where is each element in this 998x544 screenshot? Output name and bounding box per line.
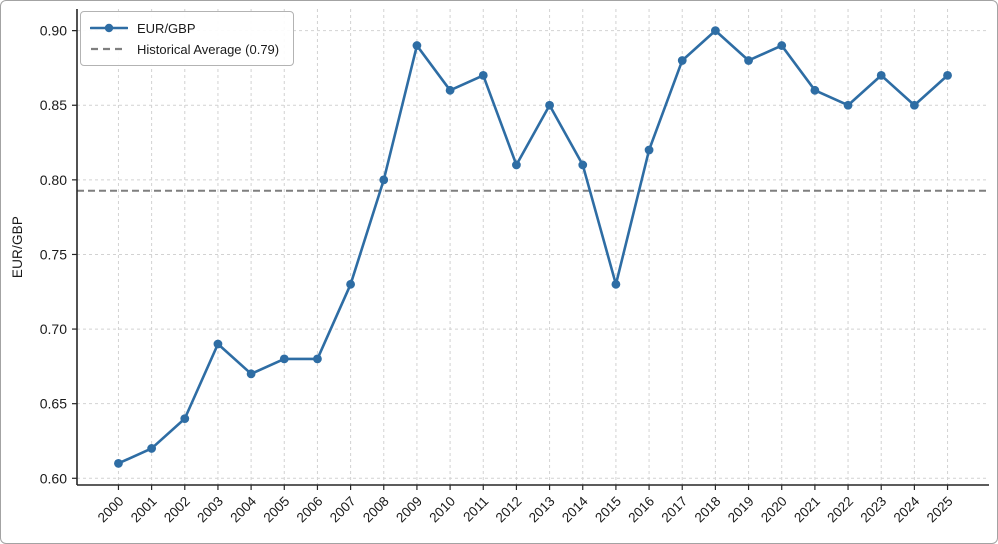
data-point-2010 xyxy=(445,85,455,95)
legend-item-series: EUR/GBP xyxy=(90,19,279,37)
data-point-2006 xyxy=(313,354,322,364)
data-point-2008 xyxy=(379,175,389,185)
x-tick-label: 2001 xyxy=(128,494,160,526)
x-tick-label: 2015 xyxy=(592,494,624,526)
data-point-2013 xyxy=(545,100,554,110)
x-tick-label: 2008 xyxy=(360,494,392,526)
data-point-2001 xyxy=(147,444,157,453)
data-point-2005 xyxy=(279,354,289,364)
legend: EUR/GBP Historical Average (0.79) xyxy=(80,11,295,66)
data-point-2024 xyxy=(909,100,919,110)
x-tick-label: 2019 xyxy=(725,494,757,526)
legend-dashed-line-icon xyxy=(91,47,127,51)
legend-series-line-icon xyxy=(90,23,128,33)
data-point-2012 xyxy=(512,160,521,170)
x-tick-label: 2014 xyxy=(559,493,591,525)
x-tick-label: 2020 xyxy=(758,494,790,526)
data-point-2009 xyxy=(412,41,422,50)
y-tick-label: 0.75 xyxy=(40,246,67,262)
x-tick-label: 2023 xyxy=(857,494,889,526)
x-tick-label: 2011 xyxy=(460,494,491,525)
data-point-2023 xyxy=(876,71,886,80)
x-tick-label: 2003 xyxy=(194,494,226,526)
x-tick-label: 2004 xyxy=(227,493,259,525)
y-tick-label: 0.90 xyxy=(40,23,67,39)
y-tick-label: 0.65 xyxy=(40,396,67,412)
x-tick-label: 2000 xyxy=(95,494,127,526)
y-axis-label: EUR/GBP xyxy=(10,215,25,279)
data-point-2003 xyxy=(213,339,223,349)
x-tick-label: 2010 xyxy=(426,494,458,526)
data-point-2011 xyxy=(478,71,488,80)
x-tick-label: 2021 xyxy=(791,494,823,526)
x-tick-label: 2018 xyxy=(692,494,724,526)
data-point-2002 xyxy=(180,414,190,423)
x-tick-label: 2012 xyxy=(493,494,525,526)
x-tick-label: 2025 xyxy=(924,494,956,526)
x-tick-label: 2006 xyxy=(294,494,326,526)
data-point-2004 xyxy=(246,369,256,379)
legend-average-label: Historical Average (0.79) xyxy=(137,41,280,57)
y-tick-label: 0.70 xyxy=(40,321,67,337)
y-tick-label: 0.80 xyxy=(40,172,67,188)
data-point-2025 xyxy=(943,71,952,80)
eur-gbp-series-line xyxy=(117,29,949,465)
data-point-2019 xyxy=(744,56,753,65)
x-tick-label: 2009 xyxy=(393,494,425,526)
legend-series-label: EUR/GBP xyxy=(137,20,196,36)
y-tick-label: 0.85 xyxy=(40,97,67,113)
x-tick-label: 2022 xyxy=(824,494,856,526)
data-point-2007 xyxy=(346,279,355,289)
data-point-2000 xyxy=(114,458,123,468)
legend-item-average: Historical Average (0.79) xyxy=(90,40,279,58)
x-tick-label: 2007 xyxy=(327,494,359,526)
x-tick-label: 2005 xyxy=(261,494,293,526)
data-point-2020 xyxy=(777,41,787,50)
x-tick-label: 2024 xyxy=(891,493,923,525)
data-point-2014 xyxy=(578,160,588,170)
x-tick-label: 2016 xyxy=(625,494,657,526)
data-point-2021 xyxy=(810,85,820,95)
data-point-2015 xyxy=(611,279,621,289)
data-point-2017 xyxy=(677,56,687,65)
x-tick-label: 2002 xyxy=(161,494,193,526)
x-tick-label: 2013 xyxy=(526,494,558,526)
data-point-2022 xyxy=(843,100,853,110)
y-tick-label: 0.60 xyxy=(40,470,67,486)
data-point-2018 xyxy=(711,26,720,36)
data-point-2016 xyxy=(644,145,654,155)
x-tick-label: 2017 xyxy=(659,494,691,526)
